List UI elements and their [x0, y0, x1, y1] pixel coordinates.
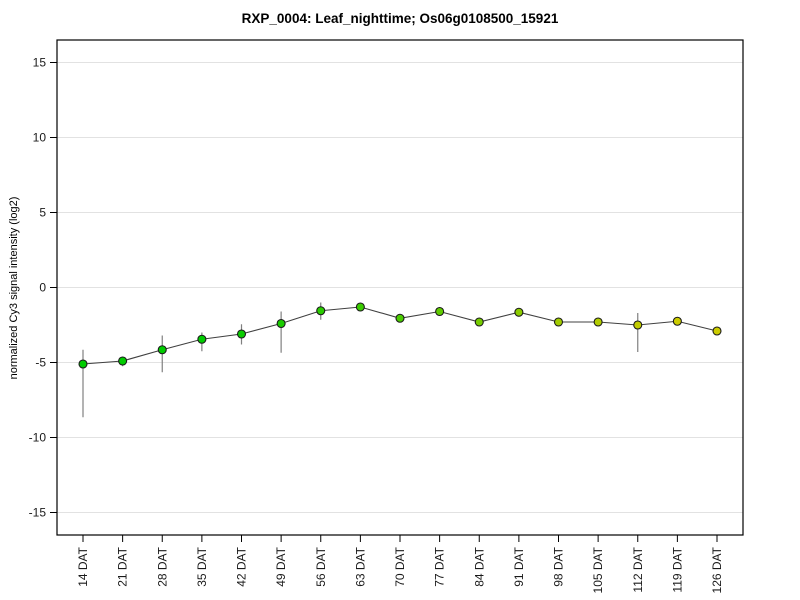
x-tick-label: 91 DAT	[512, 546, 526, 586]
data-point	[553, 317, 564, 327]
y-tick-label: 15	[33, 56, 47, 70]
x-tick-label: 21 DAT	[116, 546, 130, 586]
x-tick-label: 42 DAT	[235, 546, 249, 586]
chart-title: RXP_0004: Leaf_nighttime; Os06g0108500_1…	[241, 11, 559, 26]
data-point	[316, 306, 326, 316]
y-axis-title: normalized Cy3 signal intensity (log2)	[8, 196, 20, 380]
y-tick-label: -5	[35, 356, 46, 370]
x-tick-label: 56 DAT	[314, 546, 328, 586]
x-tick-label: 112 DAT	[631, 546, 645, 592]
y-tick-label: 0	[39, 281, 46, 295]
x-tick-label: 49 DAT	[274, 546, 288, 586]
data-point	[118, 356, 128, 366]
data-point	[355, 302, 365, 312]
x-tick-label: 98 DAT	[552, 546, 566, 586]
data-point	[474, 317, 484, 327]
y-tick-label: -15	[29, 506, 47, 520]
x-tick-label: 14 DAT	[76, 546, 90, 586]
x-tick-label: 77 DAT	[433, 546, 447, 586]
data-point	[276, 318, 286, 329]
data-point	[712, 326, 722, 336]
x-tick-label: 70 DAT	[393, 546, 407, 586]
data-point	[197, 334, 207, 344]
x-tick-label: 63 DAT	[353, 546, 367, 586]
x-tick-label: 28 DAT	[155, 546, 169, 586]
x-tick-label: 126 DAT	[710, 546, 724, 593]
data-point	[236, 329, 247, 339]
data-point	[435, 306, 445, 317]
x-tick-label: 84 DAT	[472, 546, 486, 586]
y-tick-label: 5	[39, 206, 46, 220]
data-point	[78, 359, 88, 369]
data-point	[672, 316, 682, 326]
y-tick-label: 10	[33, 131, 47, 145]
data-point	[395, 313, 405, 323]
data-point	[593, 317, 603, 327]
x-tick-label: 35 DAT	[195, 546, 209, 586]
x-tick-label: 105 DAT	[591, 546, 605, 593]
data-point	[157, 345, 167, 355]
y-tick-label: -10	[29, 431, 47, 445]
x-tick-label: 119 DAT	[670, 546, 684, 592]
data-point	[514, 307, 524, 317]
data-point	[633, 320, 643, 330]
